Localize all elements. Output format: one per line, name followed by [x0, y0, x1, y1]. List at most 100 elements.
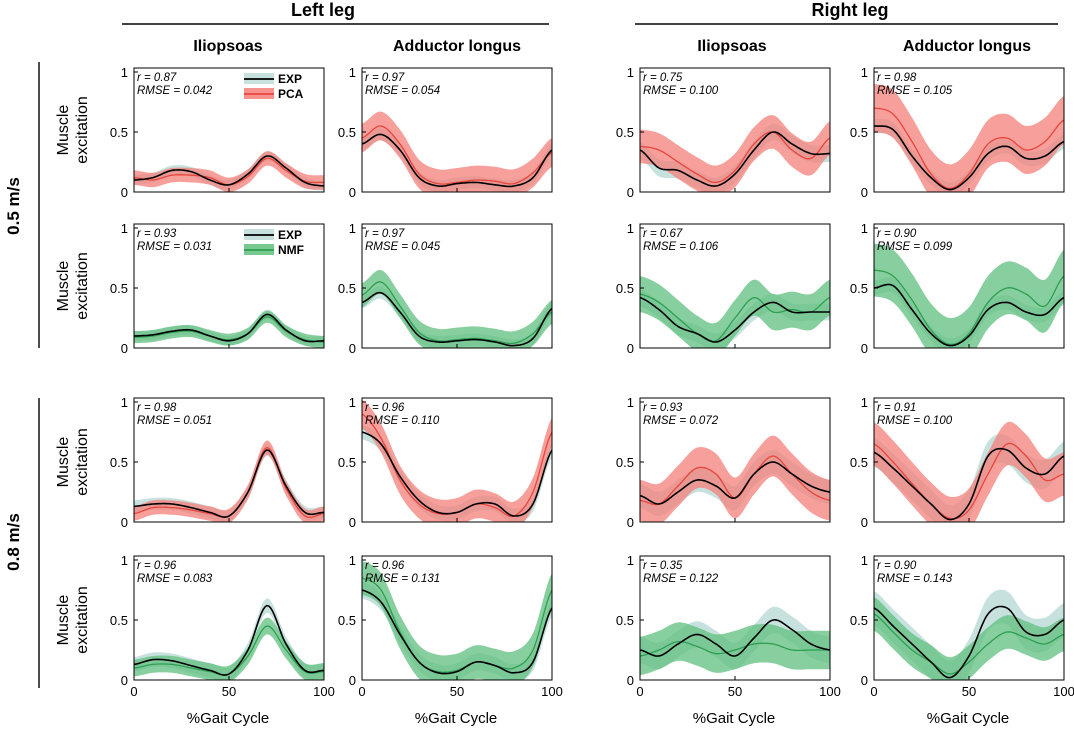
y-tick-label: 0.5 [616, 455, 634, 470]
pca-band [640, 435, 830, 522]
rmse-annotation: RMSE = 0.143 [877, 573, 953, 585]
correlation-annotation: r = 0.93 [643, 402, 683, 414]
plot-area [134, 309, 324, 348]
y-tick-label: 0 [349, 515, 356, 530]
legend-label: EXP [278, 72, 302, 86]
ylabel-line1: Muscle [55, 105, 72, 156]
pca-line [362, 125, 552, 185]
y-tick-label: 1 [861, 395, 868, 410]
xlabel-col0: %Gait Cycle [187, 710, 270, 727]
y-tick-label: 1 [121, 553, 128, 568]
y-tick-label: 0 [861, 673, 868, 688]
y-tick-label: 1 [121, 395, 128, 410]
y-tick-label: 0 [121, 185, 128, 200]
xlabel-col2: %Gait Cycle [693, 710, 776, 727]
correlation-annotation: r = 0.91 [877, 402, 916, 414]
correlation-annotation: r = 0.98 [137, 402, 177, 414]
exp-line [640, 461, 830, 505]
group-header-left: Left leg [291, 0, 355, 20]
nmf-band [874, 597, 1064, 680]
speed-label-slow: 0.5 m/s [4, 177, 23, 235]
col-header-right-adductor: Adductor longus [903, 38, 1031, 55]
rmse-annotation: RMSE = 0.042 [137, 85, 213, 97]
correlation-annotation: r = 0.97 [365, 72, 405, 84]
y-tick-label: 0 [121, 515, 128, 530]
rmse-annotation: RMSE = 0.106 [643, 241, 719, 253]
y-tick-label: 0.5 [850, 613, 868, 628]
y-tick-label: 0.5 [850, 455, 868, 470]
ylabel-row3: Muscle excitation [55, 586, 91, 654]
x-tick-label: 0 [130, 684, 137, 699]
exp-line [134, 604, 324, 676]
y-tick-label: 0 [861, 515, 868, 530]
correlation-annotation: r = 0.96 [137, 560, 177, 572]
nmf-line [362, 281, 552, 345]
y-tick-label: 1 [627, 395, 634, 410]
nmf-line [874, 269, 1064, 346]
pca-band [134, 440, 324, 522]
ylabel-line1: Muscle [55, 595, 72, 646]
nmf-line [874, 613, 1064, 675]
x-tick-label: 50 [728, 684, 742, 699]
plot-area [874, 243, 1064, 348]
plot-area [362, 399, 552, 522]
nmf-line [640, 293, 830, 343]
group-header-right: Right leg [812, 0, 889, 20]
y-tick-label: 1 [349, 65, 356, 80]
rmse-annotation: RMSE = 0.100 [643, 85, 719, 97]
exp-line [640, 619, 830, 657]
correlation-annotation: r = 0.67 [643, 228, 683, 240]
correlation-annotation: r = 0.96 [365, 560, 405, 572]
y-tick-label: 0.5 [850, 281, 868, 296]
x-tick-label: 0 [636, 684, 643, 699]
plot-area [640, 435, 830, 522]
speed-label-fast: 0.8 m/s [4, 513, 23, 571]
exp-line [874, 605, 1064, 679]
ylabel-row1: Muscle excitation [55, 252, 91, 320]
exp-line [640, 131, 830, 187]
pca-band [134, 151, 324, 192]
ylabel-line2: excitation [74, 96, 91, 164]
rmse-annotation: RMSE = 0.100 [877, 415, 953, 427]
ylabel-line2: excitation [74, 252, 91, 320]
y-tick-label: 1 [349, 221, 356, 236]
rmse-annotation: RMSE = 0.083 [137, 573, 213, 585]
y-tick-label: 0.5 [616, 125, 634, 140]
x-tick-label: 50 [962, 684, 976, 699]
x-tick-label: 0 [358, 684, 365, 699]
y-tick-label: 1 [349, 395, 356, 410]
plot-area [362, 111, 552, 192]
correlation-annotation: r = 0.90 [877, 228, 917, 240]
nmf-band [362, 269, 552, 348]
pca-band [362, 111, 552, 192]
pca-band [874, 84, 1064, 192]
nmf-band [134, 310, 324, 348]
exp-line [134, 155, 324, 187]
ylabel-line2: excitation [74, 586, 91, 654]
y-tick-label: 0.5 [110, 613, 128, 628]
plot-area [640, 606, 830, 676]
x-tick-label: 50 [450, 684, 464, 699]
exp-line [134, 449, 324, 518]
exp-line [362, 589, 552, 675]
plot-area [874, 589, 1064, 680]
y-tick-label: 1 [349, 553, 356, 568]
y-tick-label: 0.5 [338, 281, 356, 296]
y-tick-label: 0 [627, 515, 634, 530]
ylabel-line1: Muscle [55, 261, 72, 312]
exp-line [874, 447, 1064, 521]
plot-area [640, 115, 830, 192]
nmf-band [134, 617, 324, 680]
col-header-left-adductor: Adductor longus [393, 38, 521, 55]
correlation-annotation: r = 0.98 [877, 72, 917, 84]
rmse-annotation: RMSE = 0.131 [365, 573, 440, 585]
